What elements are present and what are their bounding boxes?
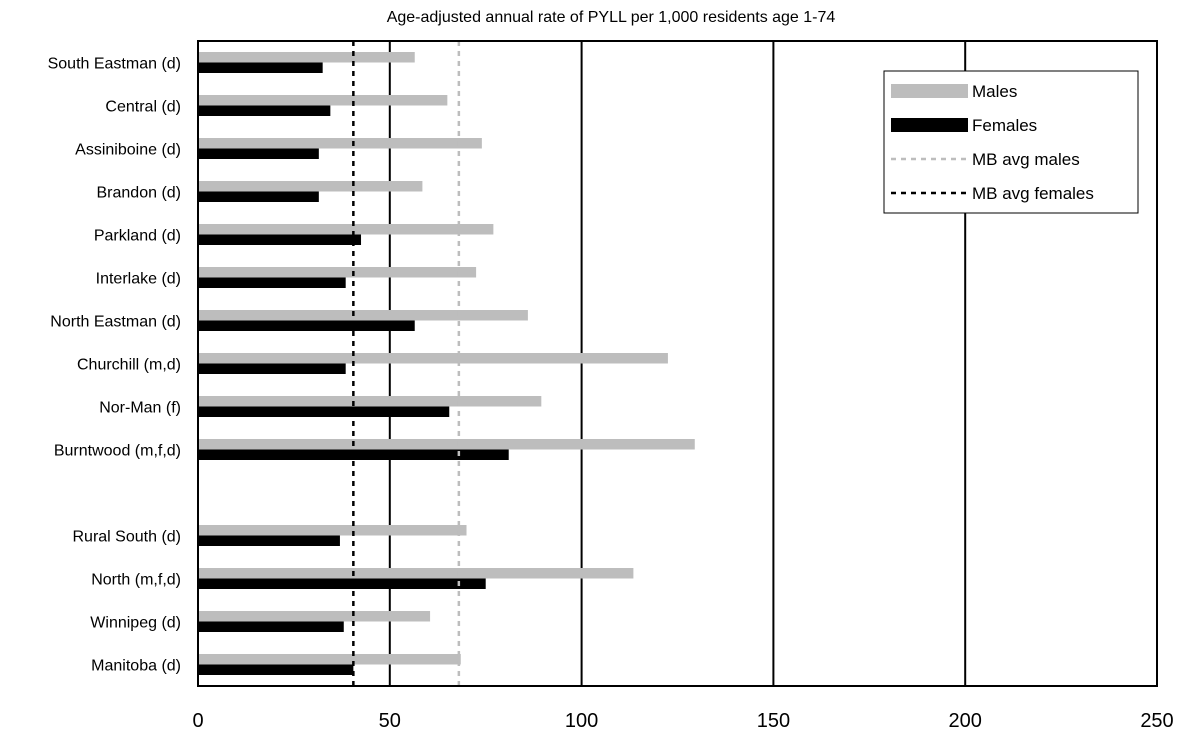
- bar-males-14: [198, 654, 461, 665]
- category-label-9: Burntwood (m,f,d): [54, 443, 181, 460]
- bar-males-3: [198, 181, 423, 192]
- x-tick-label-0: 0: [192, 710, 203, 732]
- plot-frame: [197, 40, 1158, 687]
- bar-males-12: [198, 568, 634, 579]
- bar-males-6: [198, 310, 528, 321]
- bar-females-3: [198, 191, 319, 202]
- category-label-5: Interlake (d): [96, 271, 181, 288]
- category-label-4: Parkland (d): [94, 228, 181, 245]
- legend: Males Females MB avg males MB avg females: [883, 70, 1139, 214]
- bar-males-8: [198, 396, 542, 407]
- x-tick-label-250: 250: [1140, 710, 1173, 732]
- bar-females-6: [198, 320, 415, 331]
- category-label-1: Central (d): [105, 99, 181, 116]
- bar-females-12: [198, 578, 486, 589]
- legend-label-0: Males: [972, 82, 1017, 101]
- x-tick-label-50: 50: [379, 710, 401, 732]
- bar-males-0: [198, 52, 415, 63]
- category-label-6: North Eastman (d): [50, 314, 181, 331]
- category-label-14: Manitoba (d): [91, 658, 181, 675]
- x-tick-label-150: 150: [757, 710, 790, 732]
- bar-males-5: [198, 267, 477, 278]
- category-label-0: South Eastman (d): [48, 56, 181, 73]
- bar-males-7: [198, 353, 668, 364]
- x-tick-label-200: 200: [949, 710, 982, 732]
- bar-females-8: [198, 406, 450, 417]
- bar-females-7: [198, 363, 346, 374]
- bar-females-14: [198, 664, 354, 675]
- legend-label-3: MB avg females: [972, 184, 1094, 203]
- bar-females-1: [198, 105, 331, 116]
- bar-females-0: [198, 62, 323, 73]
- legend-swatch-0: [891, 84, 968, 98]
- legend-label-1: Females: [972, 116, 1037, 135]
- category-label-7: Churchill (m,d): [77, 357, 181, 374]
- category-label-3: Brandon (d): [97, 185, 182, 202]
- category-label-11: Rural South (d): [73, 529, 182, 546]
- category-label-12: North (m,f,d): [91, 572, 181, 589]
- bar-males-11: [198, 525, 467, 536]
- category-label-8: Nor-Man (f): [99, 400, 181, 417]
- category-label-2: Assiniboine (d): [75, 142, 181, 159]
- bar-males-2: [198, 138, 482, 149]
- x-tick-label-100: 100: [565, 710, 598, 732]
- legend-swatch-1: [891, 118, 968, 132]
- bar-males-9: [198, 439, 695, 450]
- bar-females-5: [198, 277, 346, 288]
- legend-label-2: MB avg males: [972, 150, 1080, 169]
- bar-females-4: [198, 234, 362, 245]
- category-label-13: Winnipeg (d): [90, 615, 181, 632]
- bar-females-13: [198, 621, 344, 632]
- bar-females-11: [198, 535, 340, 546]
- bar-females-2: [198, 148, 319, 159]
- bar-males-13: [198, 611, 431, 622]
- chart-title: Age-adjusted annual rate of PYLL per 1,0…: [387, 9, 836, 26]
- bar-males-1: [198, 95, 448, 106]
- bar-males-4: [198, 224, 494, 235]
